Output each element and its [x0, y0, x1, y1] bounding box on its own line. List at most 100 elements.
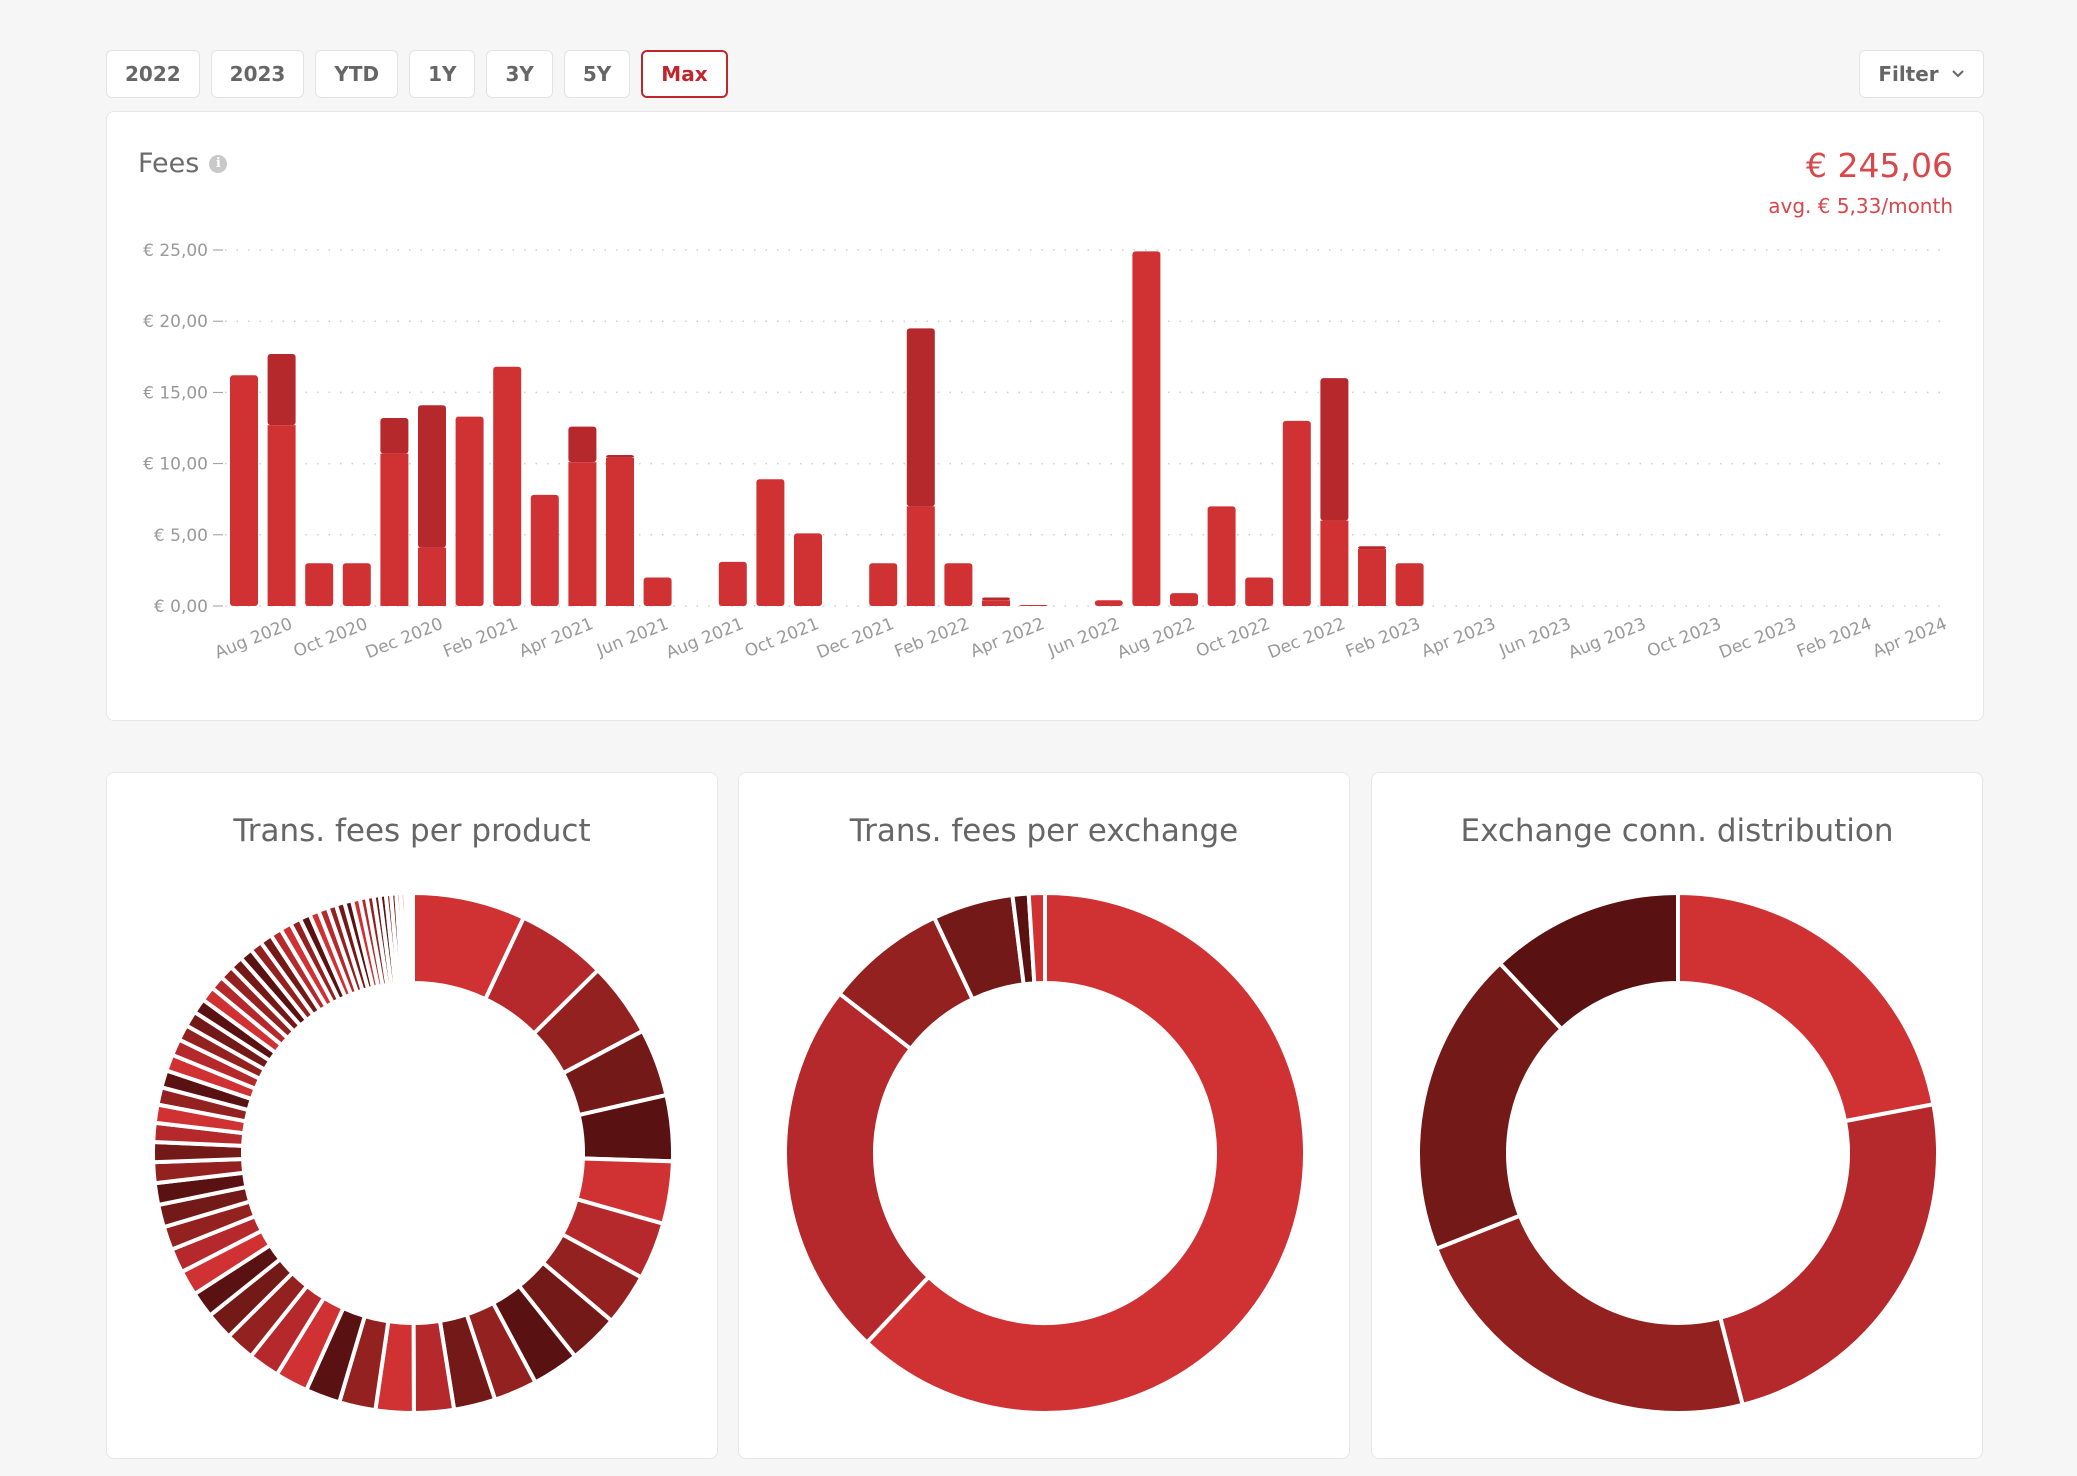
x-tick-label: Oct 2020: [291, 614, 371, 662]
bar-aug-2021-s0[interactable]: [718, 561, 747, 606]
exchange-fees-card: Trans. fees per exchange: [738, 772, 1350, 1459]
x-tick-label: Dec 2023: [1716, 614, 1799, 663]
bar-sep-2020-s0[interactable]: [305, 563, 334, 606]
fees-bar-chart: € 0,00 € 5,00 € 10,00 € 15,00 € 20,00 € 25,00…: [143, 241, 1950, 663]
bar-jun-2022-s0[interactable]: [1094, 600, 1123, 606]
donut-3-slice[interactable]: [1433, 1212, 1746, 1415]
bar-may-2021-s0[interactable]: [606, 457, 634, 606]
donut-3-slice[interactable]: [1497, 890, 1680, 1032]
x-tick-label: Dec 2021: [814, 614, 897, 663]
x-tick-label: Oct 2021: [742, 614, 822, 662]
range-button-2022[interactable]: 2022: [106, 50, 200, 98]
exchange-conn-card: Exchange conn. distribution: [1371, 772, 1983, 1459]
fees-card: Fees i € 245,06 avg. € 5,33/month € 0,00…: [106, 111, 1984, 721]
x-tick-label: Aug 2023: [1566, 614, 1649, 663]
donut-2-slice[interactable]: [783, 990, 932, 1346]
bar-jul-2022-s0[interactable]: [1132, 251, 1161, 606]
exchange-fees-title: Trans. fees per exchange: [849, 813, 1239, 849]
bar-aug-2020-s1[interactable]: [267, 353, 296, 426]
x-tick-label: Jun 2023: [1496, 614, 1574, 661]
x-tick-label: Feb 2022: [892, 614, 973, 662]
bar-dec-2022-s0[interactable]: [1320, 520, 1349, 606]
bar-feb-2022-s0[interactable]: [944, 563, 973, 606]
donut-1-slice[interactable]: [409, 890, 415, 986]
bar-aug-2022-s0[interactable]: [1170, 593, 1198, 606]
bar-jun-2021-s0[interactable]: [643, 577, 672, 606]
bar-nov-2020-s0[interactable]: [380, 453, 409, 606]
x-tick-label: Feb 2021: [441, 614, 522, 662]
bar-oct-2021-s0[interactable]: [794, 533, 822, 606]
donut-3-slice[interactable]: [1676, 890, 1936, 1124]
range-button-3y[interactable]: 3Y: [486, 50, 553, 98]
bar-feb-2021-s0[interactable]: [493, 366, 522, 606]
bar-apr-2021-s0[interactable]: [568, 462, 597, 606]
filter-button[interactable]: Filter: [1859, 50, 1984, 98]
bar-jan-2023-s1[interactable]: [1358, 546, 1386, 550]
x-tick-label: Aug 2022: [1114, 614, 1197, 663]
bar-nov-2022-s0[interactable]: [1282, 420, 1311, 606]
bar-oct-2020-s0[interactable]: [342, 563, 371, 606]
x-tick-label: Apr 2023: [1419, 614, 1499, 662]
bar-dec-2020-s1[interactable]: [418, 405, 446, 548]
x-tick-label: Aug 2021: [663, 614, 746, 663]
x-tick-label: Dec 2022: [1265, 614, 1348, 663]
x-tick-label: Feb 2024: [1794, 614, 1875, 662]
fees-avg: avg. € 5,33/month: [1768, 194, 1953, 218]
product-fees-card: Trans. fees per product: [106, 772, 718, 1459]
bar-jul-2020-s0[interactable]: [230, 375, 258, 606]
donut-2-slice[interactable]: [864, 890, 1307, 1415]
bar-mar-2021-s0[interactable]: [530, 494, 559, 606]
x-tick-label: Feb 2023: [1343, 614, 1424, 662]
bar-aug-2020-s0[interactable]: [267, 425, 296, 606]
range-button-max[interactable]: Max: [641, 50, 728, 98]
exchange-fees-donut: [783, 890, 1307, 1415]
range-button-1y[interactable]: 1Y: [409, 50, 476, 98]
x-tick-label: Oct 2023: [1644, 614, 1724, 662]
exchange-conn-donut: [1416, 890, 1940, 1415]
bar-apr-2022-s0[interactable]: [1019, 605, 1048, 606]
range-button-2023[interactable]: 2023: [210, 50, 305, 98]
product-fees-donut: [151, 890, 675, 1416]
bar-may-2021-s1[interactable]: [606, 455, 634, 458]
bar-mar-2022-s0[interactable]: [982, 600, 1010, 606]
x-tick-label: Aug 2020: [212, 614, 295, 663]
bar-dec-2021-s0[interactable]: [869, 563, 898, 606]
bar-jan-2022-s0[interactable]: [906, 506, 935, 606]
bar-apr-2021-s1[interactable]: [568, 426, 597, 463]
fees-total: € 245,06: [1806, 146, 1953, 185]
y-tick-label: € 5,00: [154, 526, 208, 546]
bar-jan-2021-s0[interactable]: [455, 416, 484, 606]
bar-sep-2022-s0[interactable]: [1207, 506, 1236, 606]
bar-feb-2023-s0[interactable]: [1395, 563, 1424, 606]
donut-3-slice[interactable]: [1416, 960, 1565, 1252]
y-tick-label: € 10,00: [143, 455, 208, 475]
bar-dec-2022-s1[interactable]: [1320, 378, 1349, 521]
bar-jan-2023-s0[interactable]: [1358, 549, 1386, 606]
product-fees-title: Trans. fees per product: [233, 813, 591, 849]
fees-title-text: Fees: [138, 148, 200, 179]
range-button-5y[interactable]: 5Y: [563, 50, 631, 98]
x-tick-label: Oct 2022: [1193, 614, 1273, 662]
bar-jan-2022-s1[interactable]: [906, 328, 935, 507]
donut-2-slice[interactable]: [1026, 890, 1047, 986]
bar-sep-2021-s0[interactable]: [756, 479, 785, 606]
y-tick-label: € 15,00: [143, 383, 208, 403]
exchange-conn-title: Exchange conn. distribution: [1460, 813, 1894, 849]
bar-nov-2020-s1[interactable]: [380, 418, 409, 454]
fees-title: Fees i: [138, 148, 228, 179]
bar-mar-2022-s1[interactable]: [982, 597, 1010, 601]
filter-label: Filter: [1878, 62, 1939, 86]
bar-oct-2022-s0[interactable]: [1245, 577, 1274, 606]
info-icon[interactable]: i: [209, 154, 228, 173]
y-tick-label: € 20,00: [143, 312, 208, 332]
range-button-ytd[interactable]: YTD: [315, 50, 399, 98]
x-tick-label: Jun 2022: [1044, 614, 1122, 661]
y-tick-label: € 25,00: [143, 241, 208, 261]
donut-3-slice[interactable]: [1717, 1101, 1940, 1408]
x-tick-label: Apr 2024: [1870, 614, 1950, 662]
bar-dec-2020-s0[interactable]: [418, 547, 446, 606]
x-tick-label: Apr 2021: [516, 614, 596, 662]
x-tick-label: Apr 2022: [968, 614, 1048, 662]
x-tick-label: Jun 2021: [593, 614, 671, 661]
range-selector: 2022 2023 YTD 1Y 3Y 5Y Max: [106, 50, 728, 98]
